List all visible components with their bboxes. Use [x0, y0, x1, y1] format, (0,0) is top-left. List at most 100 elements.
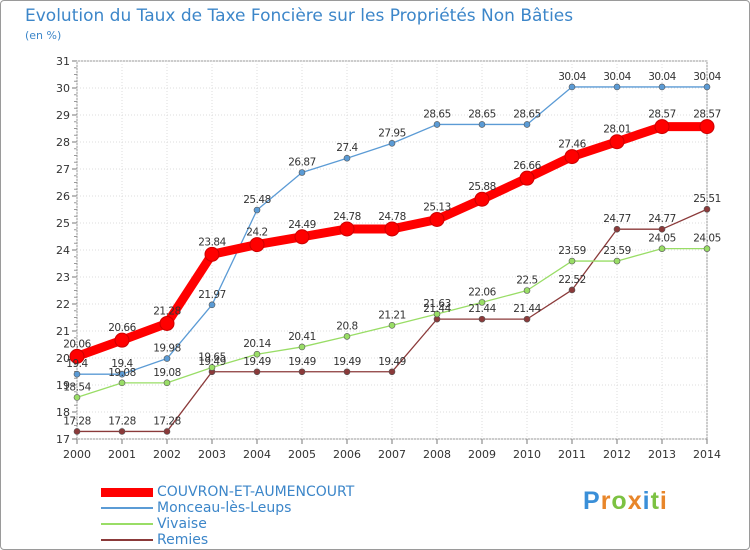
- x-tick-label: 2009: [468, 448, 496, 461]
- data-label: 19.08: [153, 367, 181, 379]
- legend-swatch: [101, 539, 153, 541]
- data-label: 19.08: [108, 367, 136, 379]
- data-point: [564, 149, 580, 165]
- data-point: [703, 245, 711, 252]
- data-point: [613, 83, 621, 91]
- x-tick-label: 2003: [198, 448, 226, 461]
- data-label: 25.48: [243, 194, 271, 206]
- logo-letter: i: [642, 487, 651, 515]
- data-label: 24.05: [693, 233, 721, 245]
- data-label: 30.04: [603, 71, 631, 83]
- data-point: [163, 428, 171, 435]
- data-point: [523, 287, 531, 294]
- data-point: [69, 348, 85, 364]
- data-point: [208, 364, 216, 371]
- y-tick-label: 19: [56, 379, 70, 392]
- data-label: 19.65: [198, 351, 226, 363]
- y-tick-label: 22: [56, 298, 70, 311]
- data-label: 22.52: [558, 274, 586, 286]
- data-point: [208, 301, 216, 309]
- data-label: 21.63: [423, 298, 451, 310]
- data-point: [298, 343, 306, 351]
- logo-letter: t: [650, 487, 660, 515]
- data-point: [478, 299, 486, 306]
- y-tick-label: 18: [56, 406, 70, 419]
- data-label: 25.88: [468, 181, 496, 193]
- data-label: 28.57: [693, 109, 721, 121]
- data-label: 21.44: [513, 303, 541, 315]
- data-point: [73, 428, 81, 435]
- data-point: [568, 286, 576, 294]
- logo-letter: x: [627, 487, 643, 515]
- data-label: 17.28: [108, 415, 136, 427]
- data-label: 28.01: [603, 124, 631, 136]
- data-label: 27.95: [378, 127, 406, 139]
- data-label: 20.8: [336, 320, 357, 332]
- data-label: 30.04: [693, 71, 721, 83]
- y-tick-label: 20: [56, 352, 70, 365]
- data-point: [73, 370, 81, 378]
- x-tick-label: 2008: [423, 448, 451, 461]
- legend-label: COUVRON-ET-AUMENCOURT: [157, 484, 355, 500]
- data-point: [478, 121, 486, 128]
- data-point: [384, 221, 400, 237]
- data-label: 27.4: [336, 142, 358, 154]
- y-tick-label: 17: [56, 433, 70, 446]
- data-point: [118, 428, 126, 435]
- x-tick-label: 2007: [378, 448, 406, 461]
- data-label: 24.78: [333, 211, 361, 223]
- data-point: [343, 368, 351, 376]
- data-point: [343, 154, 351, 162]
- data-point: [249, 237, 265, 253]
- x-tick-label: 2004: [243, 448, 271, 461]
- data-point: [703, 205, 711, 213]
- data-label: 19.49: [333, 356, 361, 368]
- y-tick-label: 21: [56, 325, 70, 338]
- data-label: 24.77: [603, 213, 631, 225]
- data-point: [298, 169, 306, 176]
- data-label: 18.54: [63, 381, 91, 393]
- y-tick-label: 23: [56, 271, 70, 284]
- data-point: [163, 355, 171, 362]
- data-point: [388, 322, 396, 329]
- data-label: 28.57: [648, 109, 676, 121]
- data-point: [339, 221, 355, 237]
- data-label: 24.05: [648, 233, 676, 245]
- data-label: 21.28: [153, 305, 181, 317]
- data-point: [478, 315, 486, 323]
- logo-letter: i: [659, 487, 668, 515]
- x-tick-label: 2013: [648, 448, 676, 461]
- data-label: 21.97: [198, 289, 226, 301]
- data-point: [343, 333, 351, 340]
- data-point: [388, 368, 396, 376]
- data-point: [568, 257, 576, 265]
- data-point: [523, 315, 531, 323]
- data-label: 19.98: [153, 343, 181, 355]
- data-label: 27.46: [558, 139, 586, 151]
- data-label: 23.59: [558, 245, 586, 257]
- chart-title: Evolution du Taux de Taxe Foncière sur l…: [25, 6, 574, 26]
- data-point: [298, 368, 306, 376]
- data-label: 19.4: [111, 358, 133, 370]
- data-label: 28.65: [423, 108, 451, 120]
- data-label: 19.49: [198, 356, 226, 368]
- data-point: [654, 119, 670, 135]
- legend-swatch: [101, 523, 153, 525]
- y-tick-label: 29: [56, 109, 70, 122]
- proxiti-logo: Proxiti: [583, 487, 668, 516]
- data-point: [609, 134, 625, 150]
- x-tick-label: 2014: [693, 448, 721, 461]
- x-tick-label: 2002: [153, 448, 181, 461]
- data-point: [658, 83, 666, 91]
- data-point: [703, 83, 711, 91]
- y-tick-label: 31: [56, 55, 70, 68]
- y-tick-label: 30: [56, 82, 70, 95]
- data-label: 17.28: [153, 415, 181, 427]
- data-label: 28.65: [468, 108, 496, 120]
- data-point: [699, 119, 715, 135]
- data-point: [253, 350, 261, 358]
- data-label: 24.77: [648, 213, 676, 225]
- logo-letter: r: [600, 487, 612, 515]
